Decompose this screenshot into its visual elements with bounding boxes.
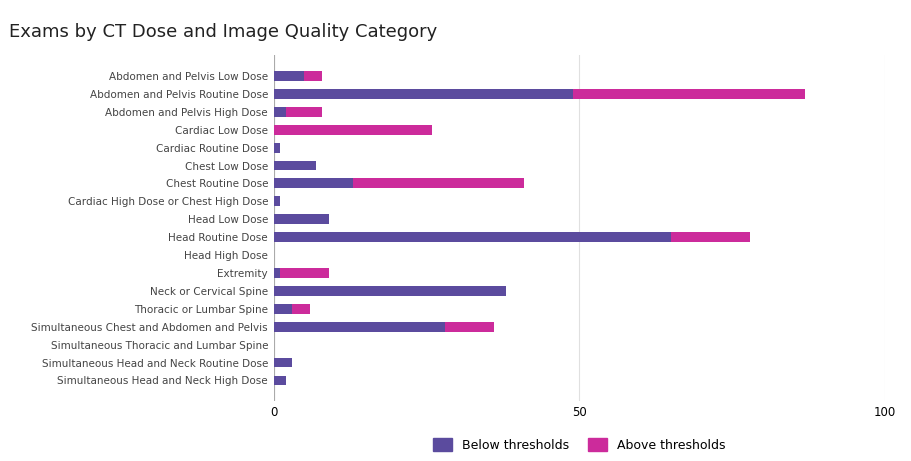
Bar: [273, 358, 292, 367]
Bar: [273, 71, 304, 81]
Bar: [273, 107, 285, 117]
Bar: [273, 89, 572, 99]
Bar: [273, 232, 670, 242]
Bar: [572, 89, 804, 99]
Bar: [273, 178, 353, 189]
Bar: [273, 125, 432, 135]
Bar: [273, 376, 285, 385]
Bar: [285, 107, 322, 117]
Bar: [273, 286, 506, 296]
Bar: [273, 268, 280, 278]
Bar: [273, 160, 316, 171]
Legend: Below thresholds, Above thresholds: Below thresholds, Above thresholds: [427, 433, 730, 457]
Bar: [292, 304, 310, 314]
Bar: [273, 142, 280, 153]
Text: Exams by CT Dose and Image Quality Category: Exams by CT Dose and Image Quality Categ…: [9, 23, 437, 41]
Bar: [273, 214, 328, 224]
Bar: [273, 322, 445, 331]
Bar: [280, 268, 328, 278]
Bar: [353, 178, 524, 189]
Bar: [304, 71, 322, 81]
Bar: [445, 322, 493, 331]
Bar: [670, 232, 750, 242]
Bar: [273, 196, 280, 206]
Bar: [273, 304, 292, 314]
